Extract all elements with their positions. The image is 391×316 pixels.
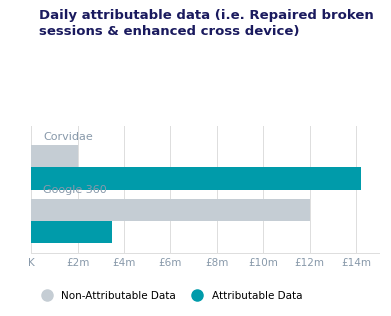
Legend: Non-Attributable Data, Attributable Data: Non-Attributable Data, Attributable Data (36, 291, 302, 301)
Bar (31, 199, 310, 221)
Bar (31, 167, 361, 190)
Text: Daily attributable data (i.e. Repaired broken
sessions & enhanced cross device): Daily attributable data (i.e. Repaired b… (39, 9, 374, 39)
Text: Corvidae: Corvidae (43, 132, 93, 142)
Bar (31, 221, 113, 243)
Text: Google 360: Google 360 (43, 185, 107, 195)
Bar (31, 145, 78, 167)
